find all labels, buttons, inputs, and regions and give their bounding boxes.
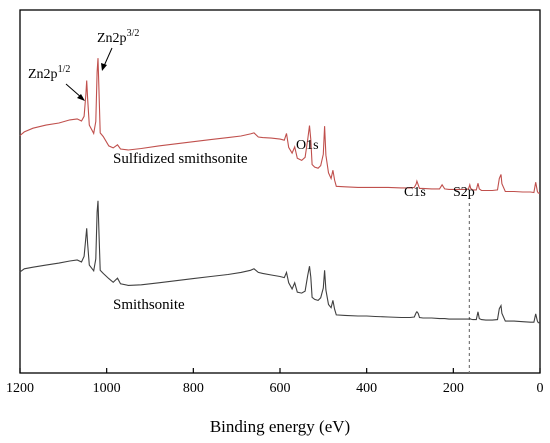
series-line-smithsonite [19,200,540,324]
arrowhead-zn2p-3-2 [101,63,107,71]
x-tick-label: 400 [356,381,377,396]
arrowhead-zn2p-1-2 [77,94,85,101]
x-axis: 1200 1000 800 600 400 200 0 [6,368,544,396]
x-tick-label: 0 [537,381,544,396]
x-axis-title: Binding energy (eV) [210,417,350,436]
annotation-zn2p-1-2-sup: 1/2 [58,64,71,75]
annotation-o1s: O1s [296,138,319,153]
x-tick-label: 800 [183,381,204,396]
series-label-sulfidized-smithsonite: Sulfidized smithsonite [113,151,248,167]
x-tick-label: 1200 [6,381,34,396]
x-tick-label: 200 [443,381,464,396]
series-line-sulfidized-smithsonite [19,58,540,194]
arrow-zn2p-3-2 [103,47,113,67]
annotation-zn2p-1-2: Zn2p1/2 [28,64,70,82]
annotation-zn2p-3-2: Zn2p3/2 [97,28,139,46]
x-tick-label: 600 [270,381,291,396]
annotation-s2p: S2p [453,185,475,200]
annotation-zn2p-1-2-label: Zn2p [28,67,58,82]
annotation-zn2p-3-2-label: Zn2p [97,31,127,46]
x-tick-label: 1000 [93,381,121,396]
series-label-smithsonite: Smithsonite [113,297,185,313]
annotation-zn2p-3-2-sup: 3/2 [127,28,140,39]
annotation-c1s: C1s [404,185,426,200]
